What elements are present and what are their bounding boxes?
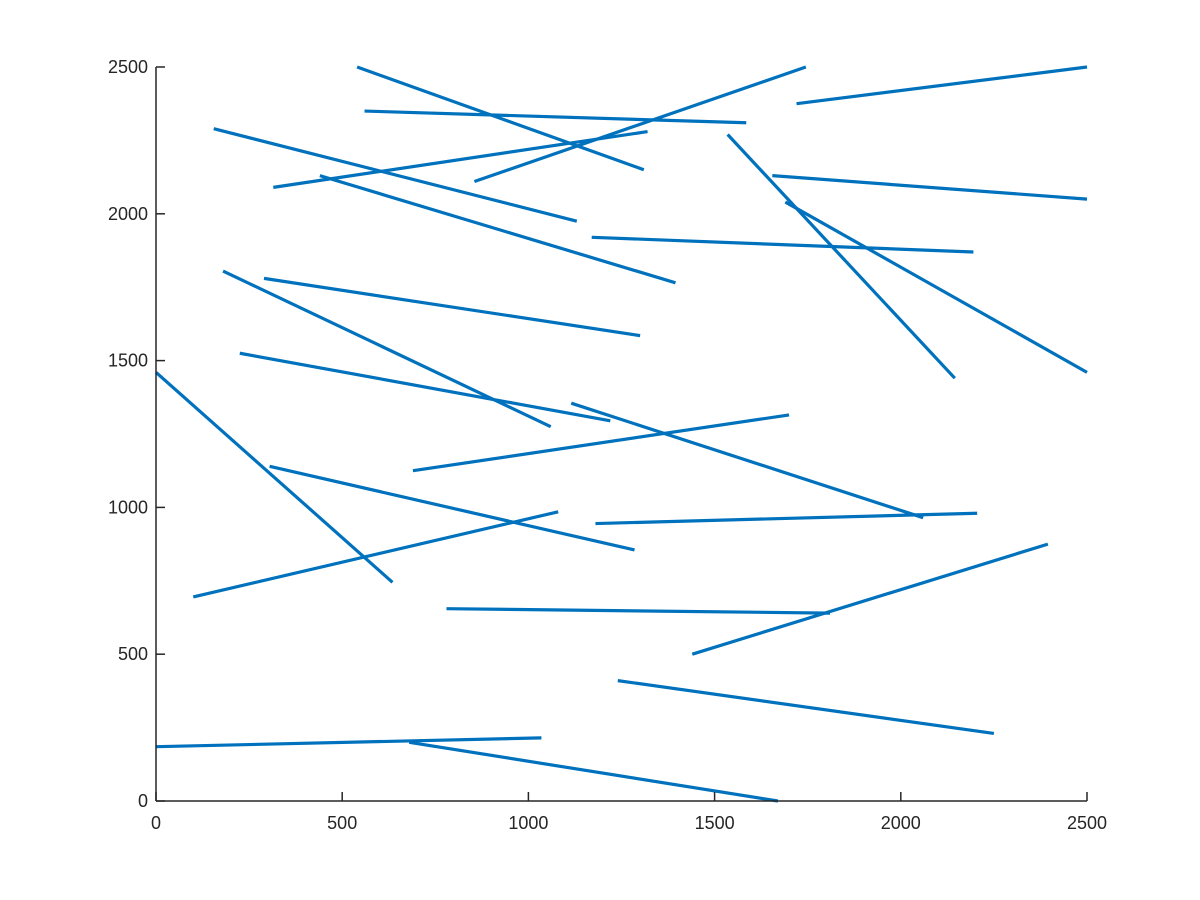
y-tick-label: 500: [118, 644, 148, 664]
x-tick-label: 2000: [881, 813, 921, 833]
line-segment-23: [617, 679, 995, 736]
line-segment-1: [356, 65, 645, 172]
line-segment-17: [412, 413, 790, 473]
line-segment-15: [570, 401, 924, 520]
y-tick-label: 2000: [108, 204, 148, 224]
line-segment-5: [213, 127, 578, 223]
axes: 0 500 1000 1500 2000 2500 0 500 1000 1500 2000 250…: [108, 57, 1107, 833]
line-segment-3: [473, 65, 807, 184]
line-segment-14: [239, 351, 611, 423]
y-tick-label: 1500: [108, 351, 148, 371]
line-segment-11: [591, 235, 974, 254]
line-segment-7: [319, 174, 676, 285]
x-tick-label: 2500: [1067, 813, 1107, 833]
line-segment-2: [364, 109, 747, 125]
line-segment-19: [192, 510, 559, 599]
x-tick-label: 1000: [508, 813, 548, 833]
line-segment-16: [154, 371, 394, 584]
x-ticks: 0 500 1000 1500 2000 2500: [151, 792, 1107, 833]
line-segment-22: [691, 542, 1049, 656]
line-segment-10: [784, 200, 1088, 374]
line-segment-9: [772, 174, 1088, 201]
plot-segments: [154, 65, 1088, 803]
y-tick-label: 0: [138, 791, 148, 811]
line-segment-24: [155, 736, 542, 749]
y-tick-label: 2500: [108, 57, 148, 77]
line-segment-25: [408, 740, 779, 803]
y-tick-label: 1000: [108, 497, 148, 517]
line-segment-8: [726, 133, 956, 380]
line-segment-12: [263, 276, 641, 338]
line-segment-4: [796, 65, 1088, 106]
line-segment-18: [269, 464, 635, 552]
line-segment-6: [273, 130, 648, 189]
line-segment-13: [222, 269, 552, 429]
x-tick-label: 500: [327, 813, 357, 833]
x-tick-label: 1500: [695, 813, 735, 833]
y-ticks: 0 500 1000 1500 2000 2500: [108, 57, 165, 811]
x-tick-label: 0: [151, 813, 161, 833]
line-segment-21: [446, 607, 831, 615]
line-segment-20: [595, 511, 978, 526]
